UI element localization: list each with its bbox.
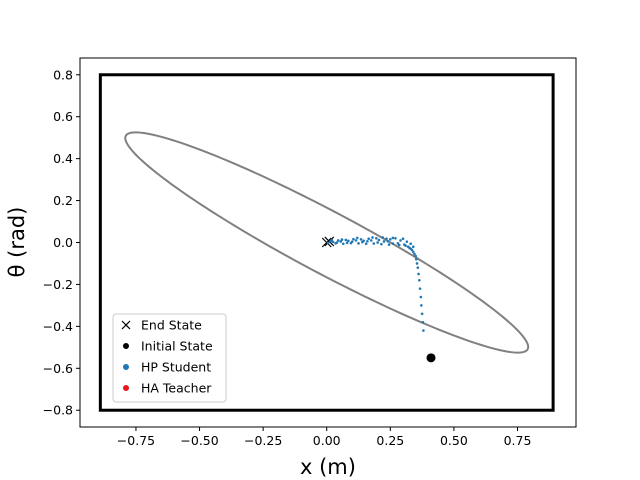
y-tick-label: 0.4 — [53, 151, 73, 166]
x-tick-label: −0.75 — [117, 433, 155, 448]
hp-student-point — [420, 304, 423, 307]
legend-box — [112, 313, 227, 403]
x-tick-label: −0.25 — [244, 433, 282, 448]
hp-student-point — [406, 245, 410, 248]
x-tick-label: −0.50 — [180, 433, 218, 448]
hp-student-point — [416, 266, 420, 269]
hp-student-point — [326, 241, 330, 245]
hp-student-point — [366, 239, 369, 243]
data-layer — [98, 73, 555, 412]
end-state-marker — [321, 237, 332, 248]
hp-student-point — [413, 252, 416, 256]
hp-student-point — [414, 257, 418, 261]
legend: End State Initial State HP Student HA Teach… — [112, 313, 227, 403]
hp-student-point — [409, 242, 412, 246]
hp-student-point — [352, 237, 355, 241]
y-tick-label: 0.2 — [53, 193, 73, 208]
hp-student-point — [420, 312, 424, 316]
hp-student-point — [371, 236, 374, 239]
legend-label-initial-state: Initial State — [141, 339, 213, 354]
end-state-marker-stroke — [321, 237, 332, 248]
hp-student-point — [359, 238, 363, 241]
legend-label-end-state: End State — [141, 318, 202, 333]
initial-state-marker — [426, 353, 436, 363]
hp-student-point — [339, 240, 343, 243]
hp-student-point — [330, 238, 334, 242]
y-tick-label: −0.8 — [43, 403, 73, 418]
hp-student-point — [377, 238, 381, 242]
hp-student-point — [411, 245, 415, 248]
x-tick-label: 0.25 — [376, 433, 404, 448]
hp-student-point — [411, 250, 415, 254]
hp-student-point — [336, 239, 340, 242]
legend-label-ha-teacher: HA Teacher — [141, 381, 212, 396]
hp-student-point — [421, 320, 425, 324]
hp-student-point — [391, 236, 395, 240]
y-tick-label: 0.0 — [53, 235, 73, 250]
legend-marker-ha-teacher — [123, 385, 129, 391]
hp-student-point — [403, 243, 406, 246]
hp-student-point — [335, 241, 339, 244]
legend-marker-initial-state — [123, 343, 129, 349]
safety-box — [98, 73, 555, 412]
hp-student-point — [422, 329, 425, 332]
hp-student-point — [389, 238, 392, 241]
x-tick-label: 0.50 — [440, 433, 468, 448]
hp-student-point — [415, 262, 419, 265]
hp-student-point — [347, 239, 350, 243]
y-tick-label: 0.6 — [53, 109, 73, 124]
hp-student-point — [331, 240, 335, 244]
y-axis: −0.8 −0.6 −0.4 −0.2 0.0 0.2 0.4 0.6 0.8 — [43, 67, 80, 418]
hp-student-point — [350, 240, 354, 243]
hp-student-point — [364, 242, 368, 246]
hp-student-point — [344, 238, 348, 242]
hp-student-point — [387, 243, 391, 246]
legend-marker-hp-student — [123, 364, 129, 370]
x-axis: −0.75 −0.50 −0.25 0.00 0.25 0.50 0.75 — [117, 427, 532, 448]
legend-label-hp-student: HP Student — [141, 360, 211, 375]
hp-student-point — [417, 272, 420, 276]
hp-student-point — [357, 242, 360, 245]
hp-student-point — [367, 237, 370, 241]
hp-student-point — [376, 241, 379, 244]
hp-student-point — [401, 237, 405, 241]
hp-student-point — [399, 239, 402, 242]
hp-student-point — [355, 236, 359, 240]
hp-student-point — [386, 239, 390, 243]
hp-student-point — [361, 240, 364, 244]
hp-student-point — [394, 237, 397, 240]
hp-student-point — [380, 242, 383, 246]
y-axis-label: θ (rad) — [5, 207, 29, 278]
hp-student-point — [405, 240, 409, 243]
hp-student-point — [381, 236, 384, 239]
legend-marker-end-state — [121, 320, 131, 330]
legend-marker-stroke — [121, 320, 131, 330]
hp-student-point — [391, 242, 395, 245]
hp-student-point — [419, 295, 423, 299]
hp-student-point — [341, 242, 345, 246]
hp-student-point — [375, 237, 378, 240]
x-tick-label: 0.75 — [504, 433, 532, 448]
x-axis-label: x (m) — [300, 455, 356, 479]
hp-student-point — [385, 237, 388, 241]
y-tick-label: 0.8 — [53, 67, 73, 82]
hp-student-point — [340, 238, 344, 241]
hp-student-point — [382, 240, 386, 243]
hp-student-point — [396, 242, 400, 245]
hp-student-point — [414, 254, 418, 258]
x-tick-label: 0.00 — [313, 433, 341, 448]
hp-student-point — [372, 242, 376, 245]
y-tick-label: −0.2 — [43, 277, 73, 292]
y-tick-label: −0.4 — [43, 319, 73, 334]
hp-student-point — [418, 287, 422, 290]
y-tick-label: −0.6 — [43, 361, 73, 376]
safety-ellipse — [124, 131, 530, 354]
hp-student-point — [369, 239, 373, 242]
hp-student-point — [345, 241, 349, 245]
hp-student-point — [418, 278, 421, 282]
hp-student-point — [354, 239, 358, 242]
